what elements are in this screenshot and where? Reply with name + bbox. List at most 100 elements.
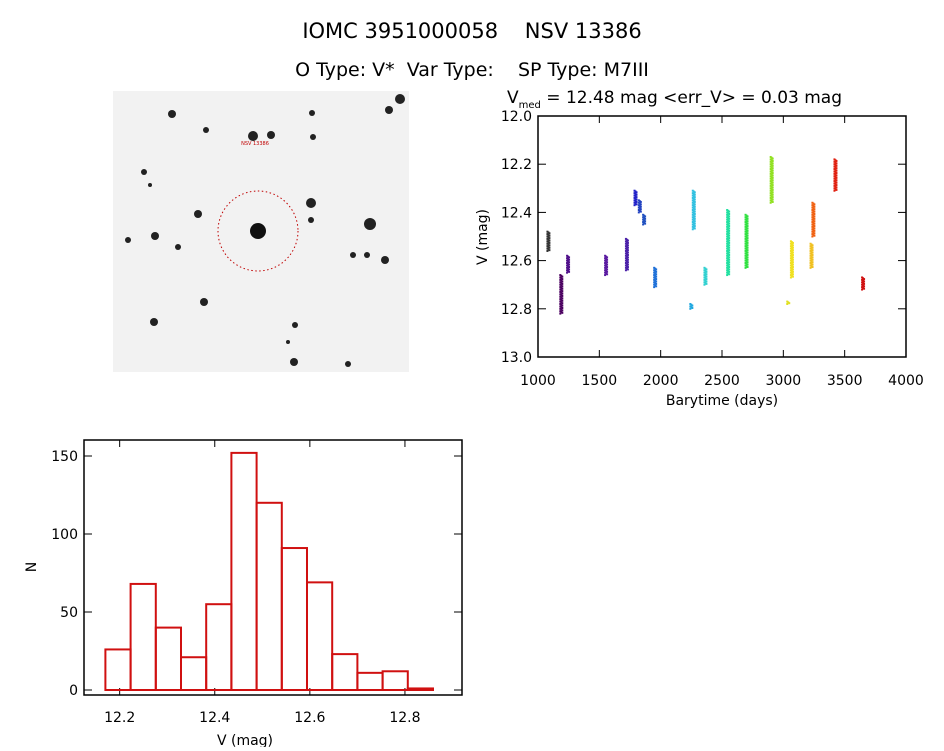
- lc-point-group: [642, 213, 647, 226]
- hist-ytick-label: 150: [51, 449, 78, 465]
- star: [310, 134, 316, 140]
- lc-point: [835, 164, 838, 167]
- lc-point: [863, 282, 866, 285]
- lc-point: [811, 258, 814, 261]
- lc-title-v: V: [507, 88, 519, 108]
- lc-point: [771, 188, 774, 191]
- star: [292, 322, 298, 328]
- lc-point: [548, 237, 551, 240]
- lc-point-group: [809, 242, 814, 269]
- lc-point: [548, 234, 551, 237]
- lc-point: [626, 239, 629, 242]
- lc-point: [813, 210, 816, 213]
- lc-point: [728, 268, 731, 271]
- lc-point: [728, 210, 731, 213]
- lc-point: [835, 169, 838, 172]
- lc-point-group: [689, 302, 694, 310]
- lc-point: [693, 217, 696, 220]
- lc-point: [813, 203, 816, 206]
- lc-point: [813, 217, 816, 220]
- star: [125, 237, 131, 243]
- lc-point: [655, 280, 658, 283]
- lc-point: [746, 246, 749, 249]
- lc-point: [693, 196, 696, 199]
- lc-point: [835, 174, 838, 177]
- lc-point: [744, 266, 747, 269]
- lc-point: [728, 237, 731, 240]
- lc-point: [635, 191, 638, 194]
- lc-point: [771, 184, 774, 187]
- hist-bar: [280, 547, 308, 691]
- lc-point: [771, 159, 774, 162]
- lc-point: [624, 269, 627, 272]
- lc-point: [548, 239, 551, 242]
- star: [175, 244, 181, 250]
- lc-point: [561, 294, 564, 297]
- lc-point: [606, 268, 609, 271]
- lc-point: [746, 263, 749, 266]
- lc-point: [728, 234, 731, 237]
- lc-point: [791, 270, 794, 273]
- lc-point: [746, 256, 749, 259]
- hist-axes-box: [83, 439, 463, 696]
- lc-point: [746, 229, 749, 232]
- lc-point: [693, 208, 696, 211]
- lc-point: [746, 244, 749, 247]
- star: [290, 358, 298, 366]
- lc-point: [606, 256, 609, 259]
- lc-point: [635, 203, 638, 206]
- lc-point: [791, 273, 794, 276]
- lc-point: [728, 241, 731, 244]
- lc-point: [693, 205, 696, 208]
- hist-bar: [129, 582, 157, 691]
- lc-ytick-label: 12.4: [501, 205, 532, 221]
- light-curve-chart: Vmed = 12.48 mag <err_V> = 0.03 mag 1000…: [475, 88, 924, 409]
- lc-point: [561, 299, 564, 302]
- lc-point: [626, 253, 629, 256]
- lc-point: [835, 188, 838, 191]
- lc-point: [606, 266, 609, 269]
- hist-bar: [154, 626, 182, 691]
- lc-point: [561, 297, 564, 300]
- lc-point: [813, 227, 816, 230]
- lc-point: [561, 306, 564, 309]
- lc-point: [644, 217, 647, 220]
- lc-point: [568, 270, 571, 273]
- hist-bar: [305, 581, 334, 691]
- lc-point: [746, 215, 749, 218]
- lc-point: [728, 232, 731, 235]
- lc-point: [655, 282, 658, 285]
- lc-point: [561, 304, 564, 307]
- lc-ytick-label: 12.8: [501, 302, 532, 318]
- lc-point: [769, 201, 772, 204]
- lc-point: [811, 246, 814, 249]
- lc-point: [813, 220, 816, 223]
- star: [150, 318, 158, 326]
- lc-point: [728, 266, 731, 269]
- star: [309, 110, 315, 116]
- lc-point: [811, 251, 814, 254]
- lc-point: [705, 273, 708, 276]
- lc-point: [626, 261, 629, 264]
- lc-point: [626, 256, 629, 259]
- lc-point: [813, 213, 816, 216]
- stars: [125, 94, 405, 367]
- lc-point-group: [546, 230, 551, 252]
- lc-point: [693, 203, 696, 206]
- star: [203, 127, 209, 133]
- lc-xtick-label: 2500: [704, 373, 740, 389]
- lc-point: [771, 200, 774, 203]
- lc-ytick-label: 12.6: [501, 254, 532, 270]
- hist-ylabel: N: [24, 562, 40, 572]
- lc-point: [561, 280, 564, 283]
- lc-point: [813, 215, 816, 218]
- lc-point: [561, 278, 564, 281]
- lc-point: [728, 213, 731, 216]
- lc-point: [791, 241, 794, 244]
- lc-point: [746, 266, 749, 269]
- lc-point: [835, 179, 838, 182]
- lc-point: [863, 287, 866, 290]
- lc-point: [771, 157, 774, 160]
- lc-point: [606, 261, 609, 264]
